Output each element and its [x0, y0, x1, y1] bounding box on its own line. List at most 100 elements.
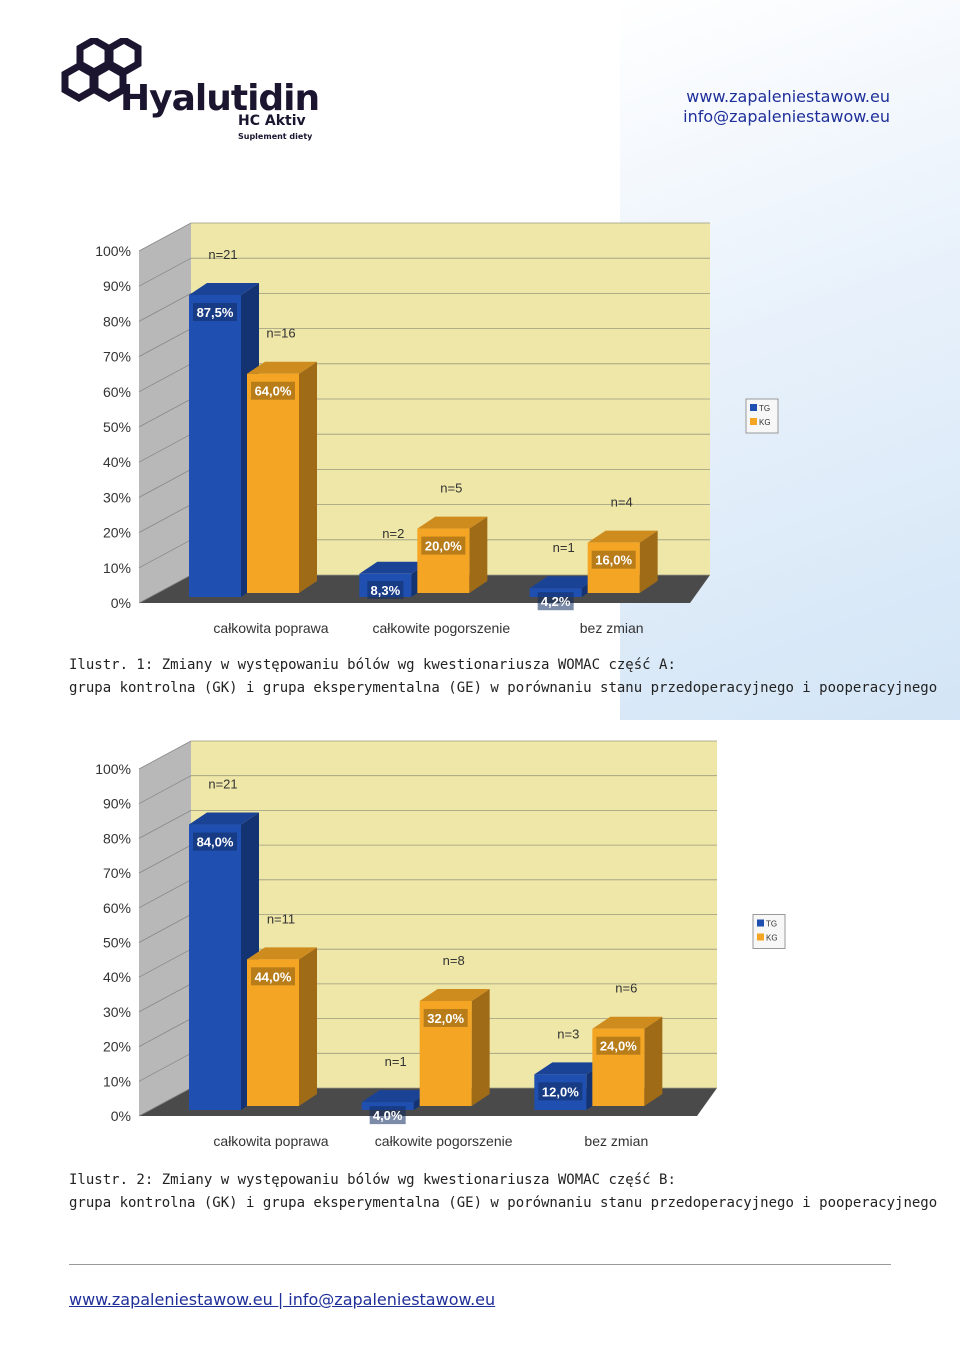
n-label: n=1: [385, 1054, 407, 1069]
gridline-diag: [138, 983, 192, 1013]
bar-tg: [189, 824, 241, 1110]
data-label: 24,0%: [600, 1039, 637, 1054]
caption-1-line2: grupa kontrolna (GK) i grupa eksperyment…: [69, 680, 938, 696]
x-category-label: całkowita poprawa: [213, 1133, 328, 1149]
gridline-diag: [138, 1052, 192, 1082]
bar-top: [587, 530, 658, 543]
bar-top: [529, 576, 600, 589]
y-tick-label: 50%: [103, 419, 131, 435]
header-contact: www.zapaleniestawow.eu info@zapaleniesta…: [683, 87, 890, 127]
gridline-diag: [138, 740, 192, 770]
legend-label: KG: [766, 934, 778, 943]
n-label: n=16: [266, 326, 295, 341]
data-label-bg: [193, 832, 237, 851]
brand-subtitle: HC Aktiv: [238, 113, 306, 129]
bar-top: [417, 516, 488, 529]
bar-top: [592, 1016, 663, 1029]
data-label-bg: [193, 303, 237, 321]
data-label: 64,0%: [255, 384, 292, 399]
n-label: n=6: [615, 981, 637, 996]
n-label: n=21: [208, 247, 237, 262]
y-tick-label: 80%: [103, 313, 131, 329]
footer-divider: [69, 1264, 891, 1265]
gridline-diag: [138, 398, 192, 428]
y-tick-label: 40%: [103, 454, 131, 470]
y-tick-label: 0%: [111, 1108, 131, 1124]
caption-1: Ilustr. 1: Zmiany w występowaniu bólów w…: [69, 654, 937, 700]
data-label-bg: [251, 967, 295, 986]
legend-swatch: [750, 418, 757, 425]
y-tick-label: 100%: [95, 761, 131, 777]
data-label: 20,0%: [425, 539, 462, 554]
gridline-diag: [138, 257, 192, 287]
bar-top: [247, 361, 317, 374]
header-website-link[interactable]: www.zapaleniestawow.eu: [686, 87, 890, 106]
header-email-link[interactable]: info@zapaleniestawow.eu: [683, 107, 890, 126]
bar-side: [471, 988, 490, 1106]
y-tick-label: 70%: [103, 349, 131, 365]
data-label-bg: [367, 581, 404, 599]
caption-2-line2: grupa kontrolna (GK) i grupa eksperyment…: [69, 1195, 938, 1211]
brand-tagline: Suplement diety: [238, 132, 313, 141]
x-category-label: całkowite pogorszenie: [372, 620, 510, 636]
legend-label: TG: [766, 920, 777, 929]
x-category-label: całkowita poprawa: [213, 620, 328, 636]
data-label-bg: [596, 1036, 641, 1055]
n-label: n=1: [553, 540, 575, 555]
y-tick-label: 10%: [103, 1073, 131, 1089]
caption-2-line1: Ilustr. 2: Zmiany w występowaniu bólów w…: [69, 1172, 676, 1188]
data-label: 8,3%: [371, 583, 401, 598]
bar-tg: [189, 295, 241, 597]
gridline-diag: [138, 948, 192, 978]
data-label: 84,0%: [197, 835, 234, 850]
data-label-bg: [423, 1008, 468, 1027]
data-label-bg: [537, 592, 574, 611]
gridline-diag: [138, 844, 192, 874]
gridline-diag: [138, 775, 192, 805]
legend-label: KG: [759, 418, 771, 427]
gridline-diag: [138, 879, 192, 909]
legend-label: TG: [759, 404, 770, 413]
y-tick-label: 40%: [103, 969, 131, 985]
data-label-bg: [369, 1106, 406, 1125]
footer-links[interactable]: www.zapaleniestawow.eu | info@zapalenies…: [69, 1290, 496, 1309]
bar-side: [644, 1016, 663, 1106]
data-label-bg: [538, 1082, 583, 1101]
gridline-diag: [138, 222, 192, 252]
data-label-bg: [251, 381, 295, 400]
bar-side: [299, 947, 317, 1106]
y-tick-label: 10%: [103, 560, 131, 576]
x-category-label: bez zmian: [584, 1133, 648, 1149]
y-tick-label: 90%: [103, 796, 131, 812]
y-tick-label: 90%: [103, 278, 131, 294]
n-label: n=3: [557, 1026, 579, 1041]
n-label: n=4: [611, 495, 633, 510]
n-label: n=21: [208, 777, 237, 792]
n-label: n=5: [440, 481, 462, 496]
y-tick-label: 30%: [103, 1004, 131, 1020]
bar-top: [359, 561, 430, 574]
caption-1-line1: Ilustr. 1: Zmiany w występowaniu bólów w…: [69, 657, 676, 673]
y-tick-label: 60%: [103, 384, 131, 400]
hyalutidin-logo: [61, 38, 142, 103]
x-category-label: całkowite pogorszenie: [375, 1133, 513, 1149]
n-label: n=2: [382, 526, 404, 541]
bar-side: [639, 530, 658, 593]
gridline-diag: [138, 293, 192, 322]
y-tick-label: 20%: [103, 1039, 131, 1055]
x-category-label: bez zmian: [580, 620, 644, 636]
bar-tg: [361, 1102, 414, 1110]
data-label-bg: [421, 536, 466, 555]
gridline-diag: [138, 1087, 192, 1117]
legend-swatch: [757, 933, 764, 941]
data-label: 12,0%: [542, 1084, 579, 1099]
caption-2: Ilustr. 2: Zmiany w występowaniu bólów w…: [69, 1169, 937, 1215]
chart-womac-a: 0% 10% 20% 30% 40% 50% 60% 70% 80% 90% 100% 87,5% n=…: [95, 222, 779, 636]
legend-swatch: [750, 404, 757, 411]
y-tick-label: 100%: [95, 243, 131, 259]
data-label-bg: [591, 550, 636, 569]
gridline-diag: [138, 914, 192, 943]
gridline-diag: [138, 810, 192, 839]
chart-womac-b: 0% 10% 20% 30% 40% 50% 60% 70% 80% 90% 100% 84,0% n=…: [95, 740, 786, 1149]
data-label: 4,2%: [541, 594, 571, 609]
